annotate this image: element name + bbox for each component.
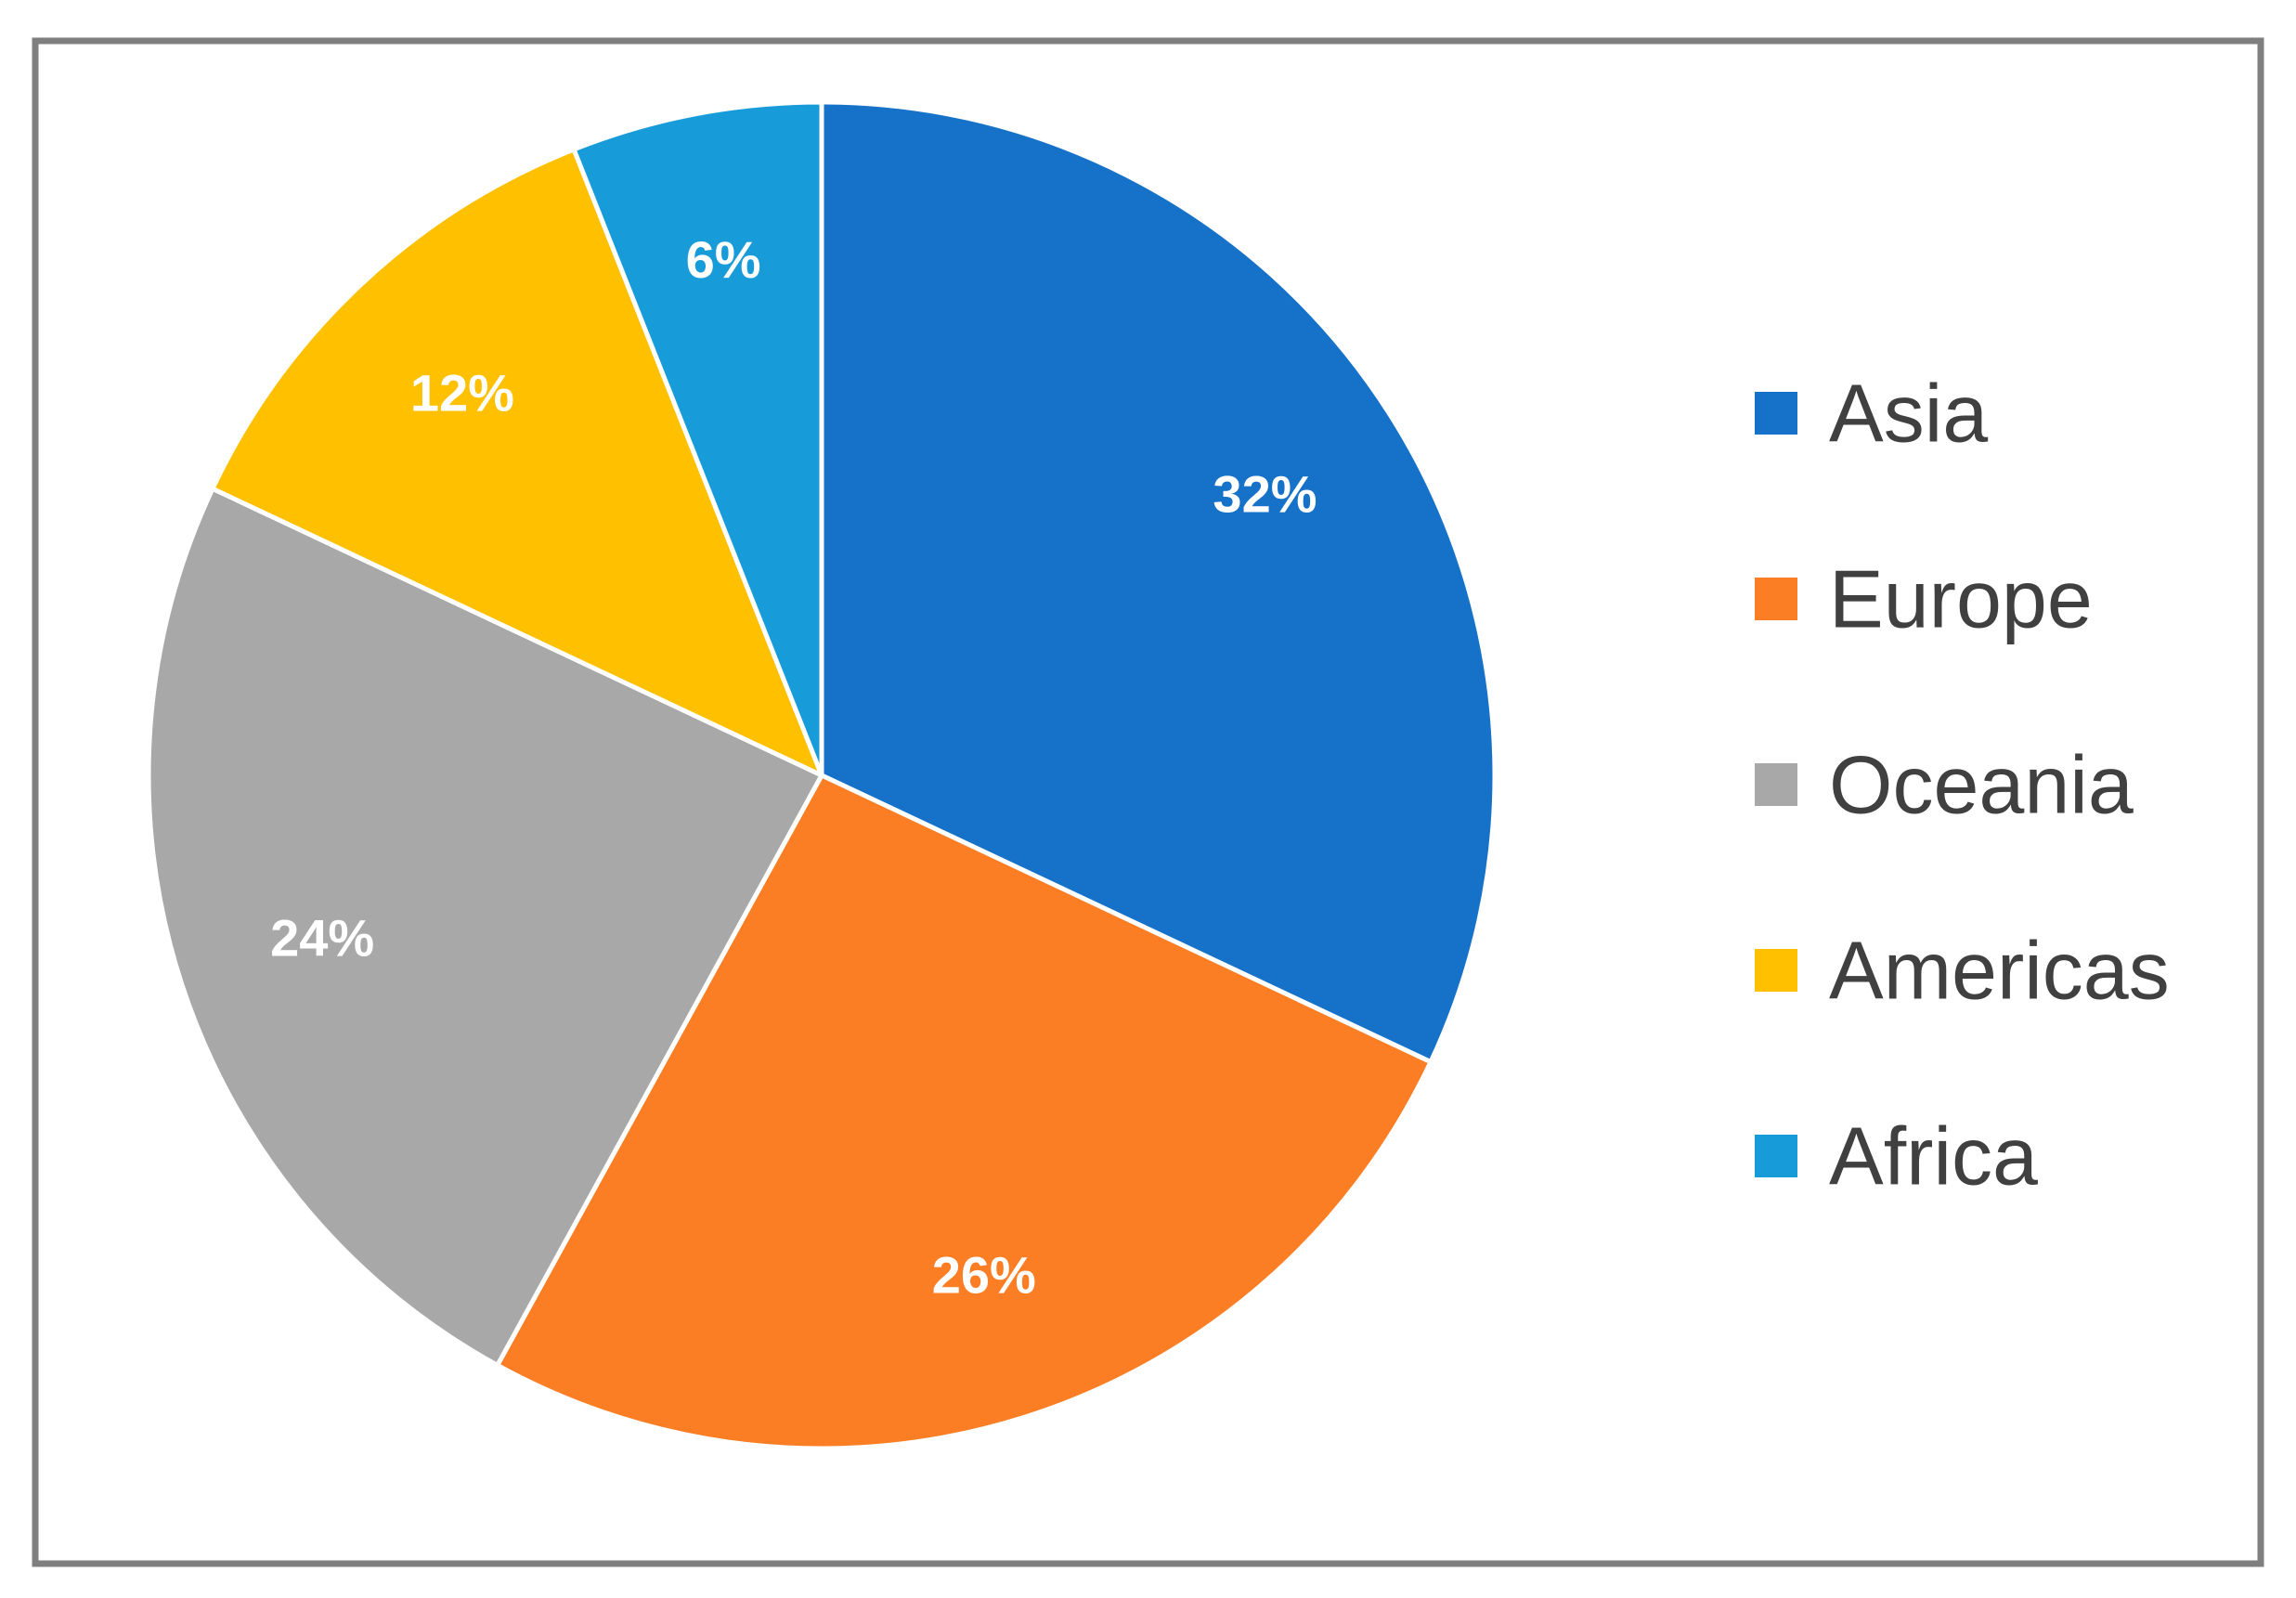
legend-swatch-asia [1755, 392, 1797, 435]
pie-data-labels: 32% 26% 24% 12% 6% [270, 230, 1317, 1304]
pie-slice-asia [819, 99, 1498, 1065]
data-label-oceania: 24% [270, 908, 374, 967]
pie-slice-americas [210, 147, 824, 778]
data-label-asia: 32% [1213, 464, 1317, 523]
legend-label-oceania: Oceania [1829, 739, 2134, 831]
data-label-africa: 6% [686, 230, 761, 289]
legend-label-africa: Africa [1829, 1111, 2038, 1202]
legend-swatch-oceania [1755, 763, 1797, 806]
pie-slice-oceania [146, 486, 824, 1368]
legend-label-europe: Europe [1829, 553, 2093, 645]
legend-swatch-americas [1755, 949, 1797, 992]
pie-slice-africa [571, 99, 824, 778]
data-label-americas: 12% [410, 363, 514, 422]
legend-swatch-africa [1755, 1135, 1797, 1177]
legend-swatch-europe [1755, 578, 1797, 620]
legend-label-asia: Asia [1829, 368, 1988, 460]
legend-label-americas: Americas [1829, 925, 2170, 1017]
data-label-europe: 26% [932, 1245, 1036, 1304]
legend: Asia Europe Oceania Americas Africa [1755, 368, 2170, 1202]
pie-slices [146, 99, 1498, 1451]
